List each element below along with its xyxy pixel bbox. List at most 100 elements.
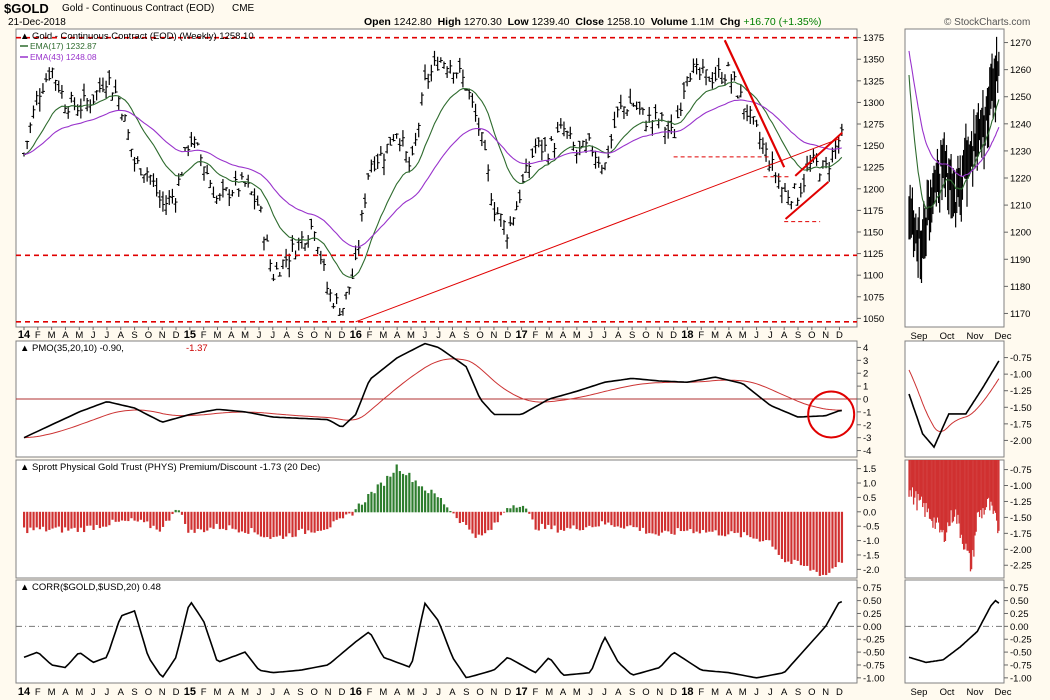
phys-bar — [537, 511, 540, 531]
zoom-phys-bar — [916, 460, 918, 511]
zoom-phys-bar — [943, 460, 945, 543]
phys-bar — [578, 511, 581, 531]
phys-bar — [768, 511, 771, 541]
phys-bar — [752, 511, 755, 539]
x-tick-label: A — [118, 330, 125, 341]
wedge-upper-line — [794, 131, 843, 177]
phys-bar — [562, 511, 566, 531]
phys-bar — [695, 511, 698, 532]
zoom-tick-label: -1.00 — [1010, 673, 1032, 684]
phys-bar — [307, 511, 310, 531]
zoom-phys-bar — [970, 460, 973, 570]
phys-bar — [124, 511, 127, 521]
zoom-phys-bar — [908, 460, 910, 497]
x-tick-label-bottom: A — [118, 687, 125, 698]
x-tick-label-bottom: M — [407, 687, 415, 698]
phys-bar — [755, 511, 758, 539]
legend-entry: EMA(17) 1232.87 — [30, 41, 97, 51]
zoom-tick-label: 1210 — [1010, 201, 1031, 212]
zoom-phys-bar — [991, 460, 993, 506]
phys-bar — [784, 511, 787, 563]
x-tick-label-bottom: F — [367, 687, 373, 698]
corr-tick-label: -0.50 — [863, 648, 885, 659]
zoom-phys-bar — [980, 460, 982, 511]
phys-bar — [411, 482, 414, 513]
zoom-phys-bar — [967, 460, 969, 551]
phys-bar — [127, 511, 130, 522]
phys-bar — [581, 511, 585, 530]
x-tick-label: 15 — [184, 329, 196, 341]
phys-bar — [351, 511, 354, 516]
zoom-phys-bar — [930, 460, 932, 520]
zoom-phys-bar — [983, 460, 985, 515]
x-tick-label-bottom: S — [463, 687, 469, 698]
phys-bar — [32, 511, 35, 531]
zoom-phys-bar — [964, 460, 966, 550]
phys-bar — [730, 511, 733, 532]
phys-tick-label: 1.0 — [863, 479, 876, 490]
x-tick-label: O — [476, 330, 483, 341]
phys-bar — [670, 511, 673, 534]
zoom-tick-label: -1.50 — [1010, 513, 1032, 524]
price-tick-label: 1300 — [863, 98, 884, 109]
zoom-phys-bar — [988, 460, 990, 498]
phys-bar — [566, 511, 569, 528]
phys-bar — [272, 511, 275, 538]
zoom-phys-bar — [985, 460, 988, 508]
phys-bar — [360, 504, 364, 513]
phys-bar — [430, 489, 433, 513]
zoom-tick-label: -1.75 — [1010, 529, 1032, 540]
phys-bar — [742, 511, 746, 533]
phys-tick-label: -2.0 — [863, 565, 879, 576]
phys-bar — [367, 494, 370, 513]
zoom-tick-label: 1230 — [1010, 146, 1031, 157]
phys-bar — [420, 486, 424, 513]
phys-bar — [364, 502, 367, 513]
corr-tick-label: -0.25 — [863, 635, 885, 646]
zoom-x-label-bottom: Sep — [911, 687, 928, 698]
zoom-phys-bar — [989, 460, 991, 511]
price-tick-label: 1125 — [863, 249, 883, 260]
phys-bar — [117, 511, 120, 522]
phys-bar — [657, 511, 660, 536]
phys-bar — [629, 511, 632, 526]
phys-bar — [831, 511, 834, 569]
x-tick-label: J — [270, 330, 275, 341]
phys-bar — [458, 511, 461, 524]
zoom-phys-bar — [990, 460, 992, 502]
zoom-phys-bar — [953, 460, 956, 517]
phys-bar — [64, 511, 67, 528]
downtrend-line — [723, 39, 786, 168]
zoom-phys-bar — [961, 460, 964, 544]
zoom-tick-label: -0.75 — [1010, 353, 1032, 364]
x-tick-label-bottom: D — [173, 687, 180, 698]
zoom-x-label-bottom: Nov — [967, 687, 984, 698]
phys-bar — [471, 511, 474, 534]
phys-bar — [114, 511, 117, 522]
zoom-phys-bar — [978, 460, 981, 518]
phys-bar — [92, 511, 95, 530]
zoom-phys-bar — [995, 460, 998, 521]
pmo-tick-label: -3 — [863, 433, 871, 444]
x-tick-label-bottom: D — [504, 687, 511, 698]
phys-bar — [780, 511, 784, 559]
x-tick-label: J — [422, 330, 427, 341]
phys-bar — [304, 511, 307, 534]
phys-bar — [607, 511, 610, 523]
phys-bar — [35, 511, 38, 528]
phys-tick-label: 0.5 — [863, 493, 876, 504]
x-tick-label: J — [91, 330, 96, 341]
phys-bar — [739, 511, 742, 538]
x-tick-label-bottom: F — [698, 687, 704, 698]
phys-panel-title: ▲ Sprott Physical Gold Trust (PHYS) Prem… — [20, 462, 320, 473]
x-tick-label: O — [311, 330, 318, 341]
phys-bar — [326, 511, 329, 530]
phys-bar — [86, 511, 89, 526]
open-label: Open — [364, 16, 391, 28]
phys-bar — [682, 511, 686, 532]
zoom-tick-label: -2.25 — [1010, 561, 1032, 572]
chg-label: Chg — [719, 16, 741, 28]
x-tick-label-bottom: J — [436, 687, 441, 698]
x-tick-label: N — [325, 330, 332, 341]
chart-panels: 1050107511001125115011751200122512501275… — [15, 28, 885, 698]
